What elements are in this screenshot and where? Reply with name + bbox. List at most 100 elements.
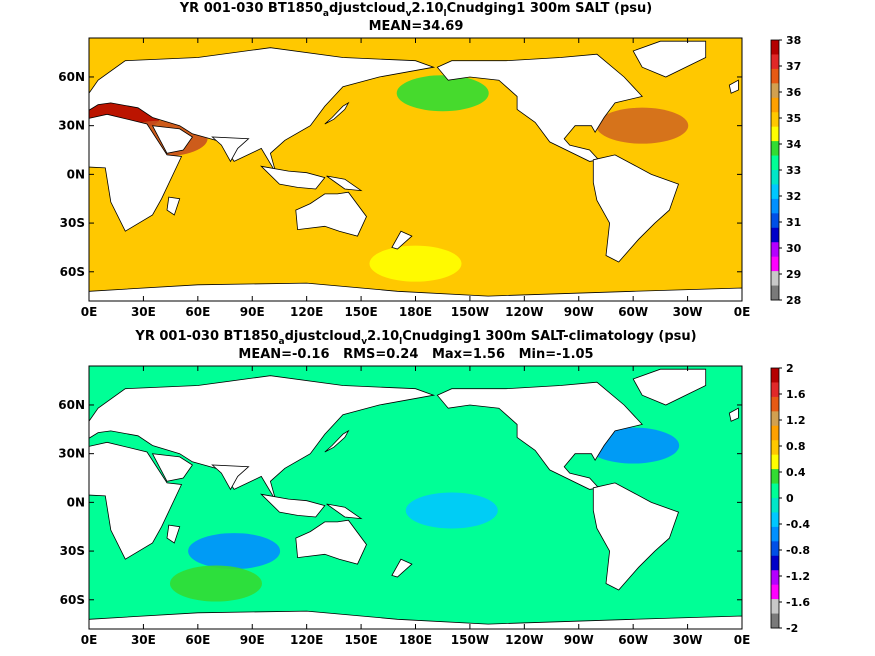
colorbar-label: 0 — [786, 492, 794, 505]
colorbar-swatch — [771, 242, 779, 258]
title-segment: Cnudging1 300m SALT-climatology (psu) — [402, 329, 696, 344]
colorbar: 2 1.6 1.2 0.8 0.4 0 -0.4 -0.8 -1.2 -1.6 -2 — [770, 362, 810, 635]
land-arabia — [151, 453, 193, 482]
land-europe-asia — [89, 375, 436, 501]
title-segment: djustcloud — [285, 329, 362, 344]
y-tick-label: 0N — [67, 495, 85, 509]
colorbar-label: 2 — [786, 362, 794, 375]
colorbar-swatch — [771, 469, 779, 485]
title-subscript: l — [399, 337, 402, 347]
colorbar-label: 31 — [786, 216, 801, 229]
y-tick-label: 30S — [60, 544, 85, 558]
title-subscript: v — [361, 337, 367, 347]
field-region-indian-ocean-fresh — [188, 533, 281, 570]
colorbar-swatch — [771, 285, 779, 301]
colorbar-label: 36 — [786, 86, 802, 99]
land-madagascar — [166, 196, 181, 216]
land-uk — [728, 79, 739, 94]
title-subscript: v — [406, 9, 412, 19]
colorbar-swatch — [771, 68, 779, 84]
colorbar-swatch — [771, 440, 779, 456]
colorbar-label: -2 — [786, 622, 798, 635]
title-segment: djustcloud — [329, 1, 406, 16]
colorbar-swatch — [771, 256, 779, 272]
x-tick-label: 60E — [185, 305, 210, 319]
land-south-america — [592, 154, 680, 263]
y-tick-label: 60S — [60, 593, 85, 607]
x-tick-label: 30E — [131, 633, 156, 647]
colorbar-label: 29 — [786, 268, 801, 281]
panel-salt-anomaly: YR 001-030 BT1850adjustcloudv2.10lCnudgi… — [58, 329, 810, 647]
x-tick-label: 120E — [290, 633, 323, 647]
colorbar-swatch — [771, 382, 779, 398]
land-africa — [89, 113, 183, 232]
field-region-north-atlantic-high — [596, 107, 689, 144]
title-segment: YR 001-030 BT1850 — [179, 1, 323, 16]
colorbar-swatch — [771, 83, 779, 99]
x-tick-label: 150W — [451, 305, 489, 319]
chart-subtitle: MEAN=-0.16 RMS=0.24 Max=1.56 Min=-1.05 — [238, 347, 593, 362]
title-subscript: l — [444, 9, 447, 19]
colorbar-label: -1.2 — [786, 570, 810, 583]
land-europe-asia — [89, 47, 436, 173]
colorbar-label: -0.8 — [786, 544, 810, 557]
land-australia — [295, 191, 367, 237]
field-region-south-indian-salty — [169, 565, 262, 602]
x-axis: 0E 30E 60E 90E 120E 150E 180E 150W 120W 90W 60W 30W… — [81, 38, 751, 319]
colorbar-label: 38 — [786, 34, 801, 47]
title-subscript: a — [279, 337, 285, 347]
colorbar-swatch — [771, 454, 779, 470]
colorbar-label: 1.2 — [786, 414, 806, 427]
x-tick-label: 180E — [399, 633, 432, 647]
x-tick-label: 0E — [81, 305, 98, 319]
x-tick-label: 0E — [734, 633, 751, 647]
colorbar-swatch — [771, 396, 779, 412]
colorbar-label: 37 — [786, 60, 801, 73]
colorbar: 38 37 36 35 34 33 32 31 30 29 28 — [770, 34, 802, 307]
colorbar-label: 33 — [786, 164, 801, 177]
colorbar-label: 30 — [786, 242, 802, 255]
y-tick-label: 30N — [58, 447, 85, 461]
field-region-equatorial-pacific — [405, 492, 498, 529]
x-tick-label: 30W — [673, 633, 703, 647]
colorbar-label: 0.4 — [786, 466, 806, 479]
colorbar-swatch — [771, 498, 779, 513]
land-japan — [324, 429, 350, 453]
colorbar-swatch — [771, 368, 779, 383]
x-tick-label: 30E — [131, 305, 156, 319]
colorbar-swatch — [771, 227, 779, 243]
land-india — [211, 136, 250, 163]
y-tick-label: 30N — [58, 119, 85, 133]
x-tick-label: 90W — [564, 633, 594, 647]
x-tick-label: 60W — [618, 633, 648, 647]
land-north-america — [436, 53, 643, 162]
colorbar-label: -0.4 — [786, 518, 810, 531]
y-axis: 60N 30N 0N 30S 60S — [58, 70, 742, 279]
y-axis: 60N 30N 0N 30S 60S — [58, 398, 742, 607]
colorbar-swatch — [771, 555, 779, 571]
colorbar-swatch — [771, 570, 779, 586]
x-tick-label: 0E — [734, 305, 751, 319]
colorbar-swatch — [771, 411, 779, 427]
colorbar-swatch — [771, 198, 779, 214]
x-tick-label: 150W — [451, 633, 489, 647]
land-india — [211, 464, 250, 491]
colorbar-swatch — [771, 170, 779, 185]
y-tick-label: 60N — [58, 70, 85, 84]
land-japan — [324, 101, 350, 125]
x-tick-label: 150E — [344, 633, 377, 647]
x-tick-label: 180E — [399, 305, 432, 319]
colorbar-swatch — [771, 271, 779, 287]
land-north-america — [436, 381, 643, 490]
chart-title: YR 001-030 BT1850adjustcloudv2.10lCnudgi… — [134, 329, 696, 347]
colorbar-swatch — [771, 112, 779, 128]
x-tick-label: 120W — [505, 633, 543, 647]
y-tick-label: 30S — [60, 216, 85, 230]
land-indonesia — [260, 493, 326, 518]
x-tick-label: 120E — [290, 305, 323, 319]
colorbar-label: -1.6 — [786, 596, 810, 609]
x-tick-label: 150E — [344, 305, 377, 319]
colorbar-swatch — [771, 541, 779, 557]
colorbar-label: 32 — [786, 190, 801, 203]
